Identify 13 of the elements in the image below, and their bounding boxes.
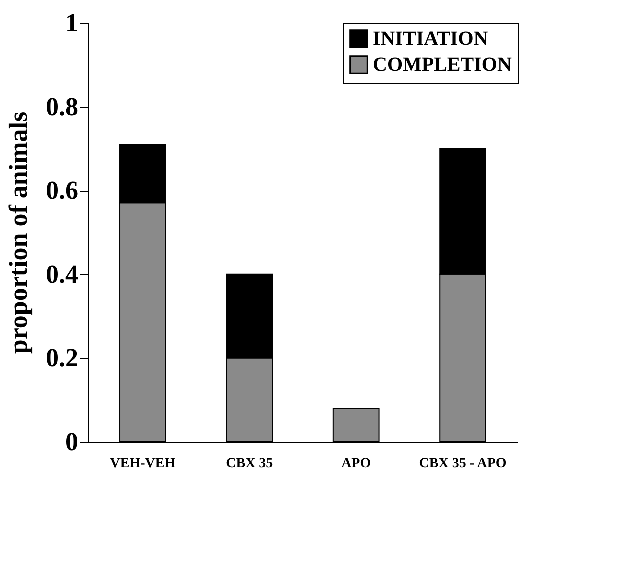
legend-label: INITIATION	[373, 28, 489, 50]
y-axis-title: proportion of animals	[4, 112, 33, 354]
y-tick-label: 0.2	[46, 344, 78, 373]
y-tick-label: 0.4	[46, 260, 78, 289]
y-tick-label: 1	[66, 8, 78, 38]
y-tick-label: 0.6	[46, 176, 78, 206]
legend-label: COMPLETION	[373, 54, 512, 76]
x-tick-label: CBX 35 - APO	[419, 456, 507, 472]
x-tick-label: CBX 35	[226, 456, 274, 472]
y-tick-label: 0.8	[46, 92, 78, 122]
x-tick-label: APO	[342, 456, 372, 472]
y-tick-label: 0	[66, 428, 78, 456]
x-tick-label: VEH-VEH	[110, 456, 176, 472]
